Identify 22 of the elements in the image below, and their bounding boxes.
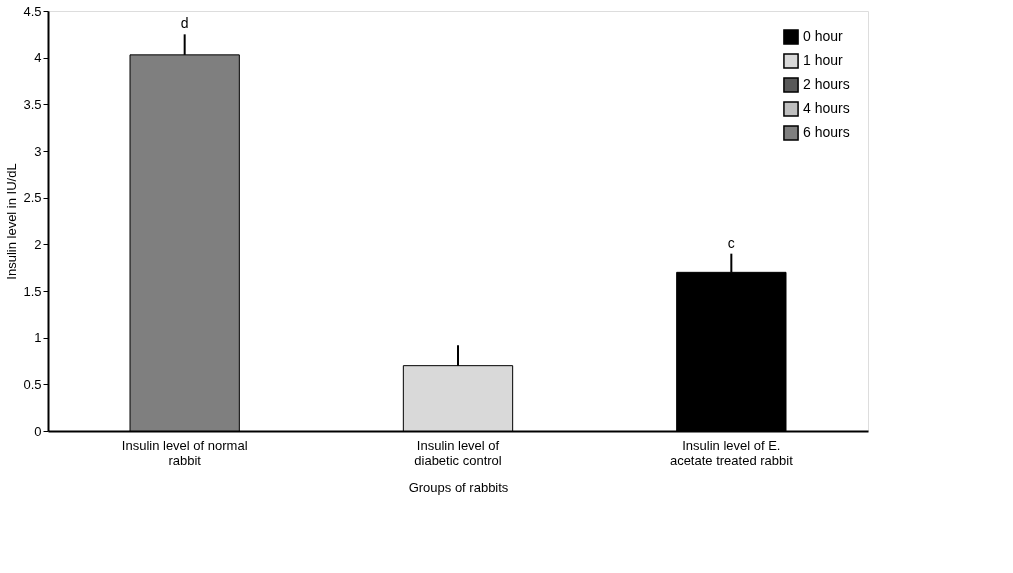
annotation: d xyxy=(180,15,189,32)
y-tick-label: 3 xyxy=(34,143,42,159)
legend-label: 6 hours xyxy=(803,124,850,140)
y-tick-label: 2 xyxy=(34,236,42,252)
legend-label: 0 hour xyxy=(803,28,844,44)
annotation: c xyxy=(727,234,735,251)
x-axis-title: Groups of rabbits xyxy=(408,479,509,495)
y-tick-label: 0 xyxy=(34,423,42,439)
y-tick-label: 4.5 xyxy=(23,3,42,19)
y-tick-label: 3.5 xyxy=(23,96,42,112)
legend-label: 2 hours xyxy=(803,76,850,92)
x-tick-label: Insulin level of diabetic control xyxy=(414,437,502,468)
legend-label: 1 hour xyxy=(803,52,844,68)
y-tick-label: 4 xyxy=(34,50,42,66)
y-axis-title: Insulin level in IU/dL xyxy=(4,163,20,280)
x-tick-label: Insulin level of normal rabbit xyxy=(121,437,248,468)
legend-label: 4 hours xyxy=(803,100,850,116)
x-tick-label: Insulin level of E. acetate treated rabbit xyxy=(669,437,794,468)
y-tick-label: 2.5 xyxy=(23,190,42,206)
y-tick-label: 0.5 xyxy=(23,376,42,392)
y-tick-label: 1.5 xyxy=(23,283,42,299)
y-tick-label: 1 xyxy=(34,330,42,346)
